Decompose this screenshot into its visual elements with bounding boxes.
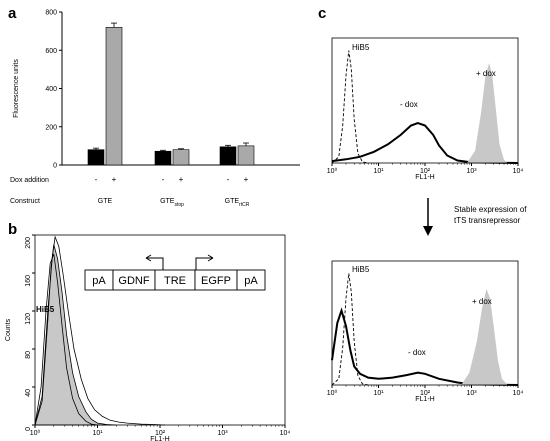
b-construct-box-label: EGFP bbox=[201, 275, 231, 287]
c-top-x-tick-label: 10⁴ bbox=[513, 168, 524, 175]
b-arrow-left bbox=[146, 257, 164, 270]
c-bottom-x-tick-label: 10³ bbox=[466, 390, 477, 397]
a-construct-subscript: stop bbox=[174, 202, 184, 208]
b-x-tick-label: 10⁰ bbox=[30, 429, 41, 437]
a-dox-mark: + bbox=[179, 175, 184, 184]
c-top-x-tick-label: 10² bbox=[420, 168, 431, 175]
c-top-x-tick-label: 10¹ bbox=[373, 168, 384, 175]
a-dox-mark: - bbox=[95, 175, 98, 184]
b-x-tick-label: 10⁴ bbox=[280, 430, 291, 437]
c-bottom-label-minus-dox: - dox bbox=[408, 348, 426, 357]
b-y-tick-label: 120 bbox=[25, 313, 32, 325]
c-top-label-plus-dox: + dox bbox=[476, 69, 496, 78]
c-top-x-axis-label: FL1-H bbox=[415, 174, 434, 181]
panel-label-c: c bbox=[318, 5, 326, 22]
b-y-tick-label: 0 bbox=[25, 427, 32, 431]
b-x-tick-label: 10³ bbox=[217, 430, 228, 437]
a-dox-mark: - bbox=[227, 175, 230, 184]
a-construct-subscript: rtCR bbox=[239, 202, 250, 208]
c-top-x-tick-label: 10⁰ bbox=[327, 167, 338, 175]
b-construct-box-label: pA bbox=[244, 275, 258, 287]
b-construct-box-label: GDNF bbox=[118, 275, 149, 287]
c-arrow-head bbox=[423, 226, 433, 236]
c-bottom-hist-dashed bbox=[331, 273, 369, 386]
c-bottom-x-tick-label: 10⁰ bbox=[327, 389, 338, 397]
a-construct-label: GTErtCR bbox=[225, 198, 250, 208]
b-arrow-right bbox=[195, 257, 213, 270]
b-y-tick-label: 80 bbox=[25, 351, 32, 359]
a-construct-label: GTEstop bbox=[160, 198, 184, 208]
b-construct-map: pA GDNF TRE EGFP pA bbox=[84, 254, 266, 291]
c-top-x-tick-label: 10³ bbox=[466, 168, 477, 175]
b-y-tick-label: 200 bbox=[25, 237, 32, 249]
a-dox-mark: - bbox=[162, 175, 165, 184]
c-top-label-minus-dox: - dox bbox=[400, 100, 418, 109]
c-bottom-x-tick-label: 10⁴ bbox=[513, 390, 524, 397]
b-y-tick-label: 40 bbox=[25, 389, 32, 397]
b-construct-box-label: pA bbox=[92, 275, 106, 287]
b-x-tick-label: 10² bbox=[155, 430, 166, 437]
panel-label-b: b bbox=[8, 221, 17, 238]
a-y-axis-label: Fluorescence units bbox=[13, 59, 20, 118]
b-x-axis-label: FL1-H bbox=[150, 436, 169, 441]
a-y-tick-label: 400 bbox=[45, 86, 57, 93]
a-bar bbox=[105, 26, 123, 166]
b-y-tick-label: 160 bbox=[25, 275, 32, 287]
a-construct-label: GTE bbox=[98, 198, 113, 205]
b-arrow-left-head bbox=[145, 254, 152, 262]
c-bottom-hist-thick bbox=[331, 307, 519, 386]
c-top-hist-dashed bbox=[331, 50, 369, 164]
a-y-tick-label: 200 bbox=[45, 124, 57, 131]
c-bottom-hist-filled bbox=[461, 288, 508, 385]
b-construct-box-label: TRE bbox=[164, 275, 186, 287]
b-construct-box bbox=[236, 269, 266, 291]
b-hist-line bbox=[34, 253, 98, 426]
c-bottom-label-hib5: HiB5 bbox=[352, 265, 370, 274]
a-y-tick-label: 0 bbox=[53, 163, 57, 170]
c-bottom-x-axis-label: FL1-H bbox=[415, 396, 434, 403]
a-dox-row-label: Dox addition bbox=[10, 177, 49, 184]
c-arrow-text-line1: Stable expression of bbox=[454, 205, 527, 214]
c-bottom-x-tick-label: 10¹ bbox=[373, 390, 384, 397]
b-hist-line bbox=[34, 235, 165, 426]
c-bottom-x-tick-label: 10² bbox=[420, 390, 431, 397]
c-top-hist-filled bbox=[467, 63, 508, 163]
b-x-tick-label: 10¹ bbox=[92, 430, 103, 437]
a-construct-row-label: Construct bbox=[10, 198, 40, 205]
a-bar bbox=[87, 149, 105, 166]
b-arrow-right-head bbox=[207, 254, 214, 262]
c-top-label-hib5: HiB5 bbox=[352, 43, 370, 52]
a-bar bbox=[154, 150, 172, 166]
a-dox-mark: + bbox=[244, 175, 249, 184]
b-annotation-hib5: HiB5 bbox=[36, 305, 55, 314]
c-arrow-text-line2: tTS transrepressor bbox=[454, 216, 521, 225]
c-bottom-label-plus-dox: + dox bbox=[472, 297, 492, 306]
a-dox-mark: + bbox=[112, 175, 117, 184]
a-y-tick-label: 600 bbox=[45, 48, 57, 55]
b-y-axis-label: Counts bbox=[5, 318, 12, 341]
a-bar bbox=[237, 145, 255, 166]
c-top-hist-thick bbox=[331, 121, 519, 164]
a-y-tick-label: 800 bbox=[45, 10, 57, 17]
panel-label-a: a bbox=[8, 5, 17, 22]
a-bar bbox=[219, 146, 237, 166]
a-bar bbox=[172, 149, 190, 166]
